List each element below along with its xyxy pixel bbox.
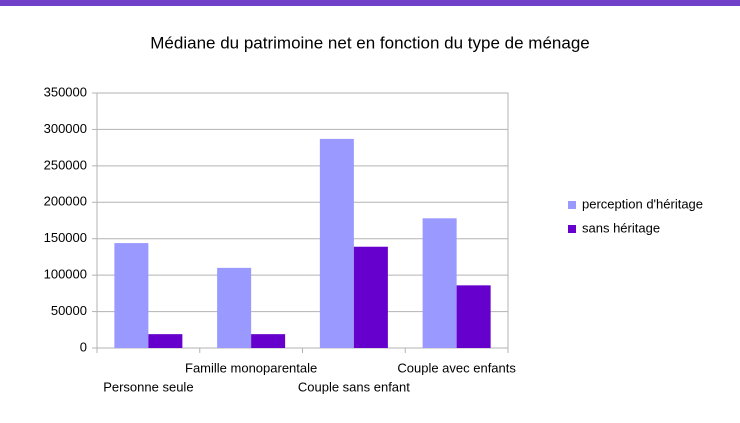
legend-label: sans héritage: [582, 220, 660, 235]
header-stripe: [0, 0, 740, 6]
bar: [148, 334, 183, 348]
bar: [114, 243, 149, 348]
x-tick-label: Personne seule: [103, 379, 193, 394]
bar: [319, 138, 354, 348]
y-tick-label: 50000: [51, 303, 87, 318]
legend-label: perception d'héritage: [582, 196, 703, 211]
bar: [422, 218, 457, 348]
bar: [353, 246, 388, 348]
y-tick-label: 350000: [44, 84, 87, 99]
y-tick-label: 0: [80, 339, 87, 354]
y-tick-label: 200000: [44, 194, 87, 209]
bar: [217, 267, 252, 348]
legend-swatch: [568, 225, 576, 233]
chart-title: Médiane du patrimoine net en fonction du…: [150, 33, 589, 52]
bar: [456, 285, 491, 348]
y-tick-label: 250000: [44, 157, 87, 172]
x-tick-label: Famille monoparentale: [185, 360, 317, 375]
y-tick-label: 300000: [44, 121, 87, 136]
y-tick-label: 150000: [44, 230, 87, 245]
x-tick-label: Couple sans enfant: [298, 379, 410, 394]
x-tick-label: Couple avec enfants: [397, 360, 516, 375]
legend-swatch: [568, 201, 576, 209]
bar: [251, 334, 286, 348]
y-tick-label: 100000: [44, 267, 87, 282]
